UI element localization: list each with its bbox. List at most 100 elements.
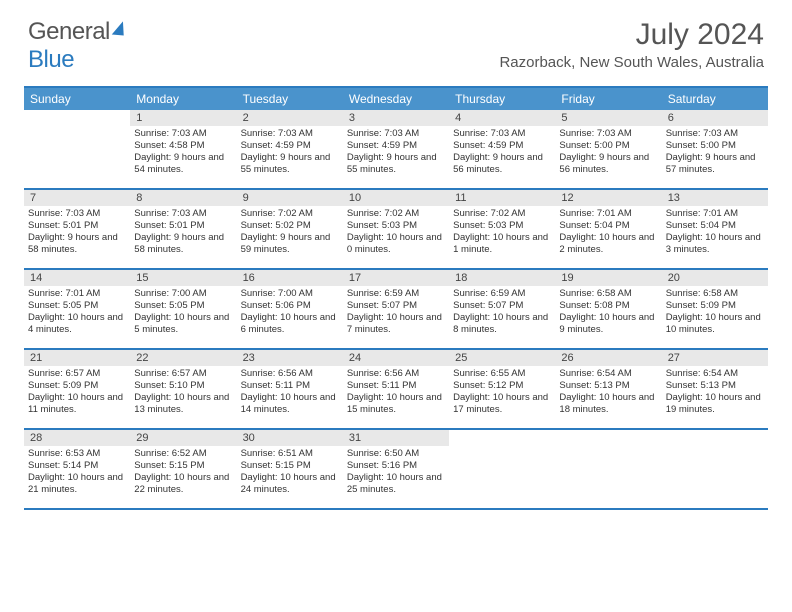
day-cell: 9Sunrise: 7:02 AMSunset: 5:02 PMDaylight… [237,190,343,268]
day-cell: 4Sunrise: 7:03 AMSunset: 4:59 PMDaylight… [449,110,555,188]
day-cell: 7Sunrise: 7:03 AMSunset: 5:01 PMDaylight… [24,190,130,268]
day-number: 5 [555,110,661,126]
sunrise-line: Sunrise: 7:02 AM [453,208,551,220]
day-number: 8 [130,190,236,206]
daylight-line: Daylight: 10 hours and 11 minutes. [28,392,126,416]
day-cell: 25Sunrise: 6:55 AMSunset: 5:12 PMDayligh… [449,350,555,428]
day-number: 4 [449,110,555,126]
weekday-header: Monday [130,88,236,110]
day-cell: 13Sunrise: 7:01 AMSunset: 5:04 PMDayligh… [662,190,768,268]
day-number: 9 [237,190,343,206]
sunrise-line: Sunrise: 6:56 AM [241,368,339,380]
day-number: 24 [343,350,449,366]
sunrise-line: Sunrise: 6:56 AM [347,368,445,380]
weekday-header: Tuesday [237,88,343,110]
sunrise-line: Sunrise: 7:03 AM [666,128,764,140]
day-number: 12 [555,190,661,206]
calendar-week: 14Sunrise: 7:01 AMSunset: 5:05 PMDayligh… [24,270,768,350]
calendar-week: 7Sunrise: 7:03 AMSunset: 5:01 PMDaylight… [24,190,768,270]
sunset-line: Sunset: 5:11 PM [347,380,445,392]
sunset-line: Sunset: 5:02 PM [241,220,339,232]
day-cell: 5Sunrise: 7:03 AMSunset: 5:00 PMDaylight… [555,110,661,188]
sunset-line: Sunset: 5:05 PM [134,300,232,312]
logo: General Blue [28,18,124,74]
day-cell-blank [24,110,130,188]
daylight-line: Daylight: 10 hours and 6 minutes. [241,312,339,336]
day-cell: 23Sunrise: 6:56 AMSunset: 5:11 PMDayligh… [237,350,343,428]
sunset-line: Sunset: 5:05 PM [28,300,126,312]
day-cell: 19Sunrise: 6:58 AMSunset: 5:08 PMDayligh… [555,270,661,348]
sunset-line: Sunset: 5:08 PM [559,300,657,312]
sunset-line: Sunset: 5:07 PM [347,300,445,312]
day-number: 13 [662,190,768,206]
sunrise-line: Sunrise: 6:58 AM [666,288,764,300]
daylight-line: Daylight: 10 hours and 25 minutes. [347,472,445,496]
sunrise-line: Sunrise: 7:03 AM [453,128,551,140]
sunset-line: Sunset: 5:00 PM [666,140,764,152]
logo-word-1: General [28,18,110,45]
day-number: 17 [343,270,449,286]
day-cell: 24 Sunrise: 6:56 AMSunset: 5:11 PMDayligh… [343,350,449,428]
day-number: 29 [130,430,236,446]
sunrise-line: Sunrise: 6:54 AM [559,368,657,380]
daylight-line: Daylight: 10 hours and 17 minutes. [453,392,551,416]
sunset-line: Sunset: 5:00 PM [559,140,657,152]
sunrise-line: Sunrise: 7:03 AM [559,128,657,140]
daylight-line: Daylight: 10 hours and 2 minutes. [559,232,657,256]
day-number: 7 [24,190,130,206]
sunrise-line: Sunrise: 7:03 AM [241,128,339,140]
sunrise-line: Sunrise: 6:58 AM [559,288,657,300]
sunset-line: Sunset: 5:13 PM [559,380,657,392]
sunset-line: Sunset: 5:11 PM [241,380,339,392]
day-cell: 22Sunrise: 6:57 AMSunset: 5:10 PMDayligh… [130,350,236,428]
sunrise-line: Sunrise: 6:55 AM [453,368,551,380]
sunset-line: Sunset: 4:59 PM [453,140,551,152]
daylight-line: Daylight: 9 hours and 58 minutes. [134,232,232,256]
day-number: 28 [24,430,130,446]
day-cell: 6Sunrise: 7:03 AMSunset: 5:00 PMDaylight… [662,110,768,188]
sunset-line: Sunset: 5:15 PM [241,460,339,472]
daylight-line: Daylight: 10 hours and 15 minutes. [347,392,445,416]
sunset-line: Sunset: 5:01 PM [134,220,232,232]
sunset-line: Sunset: 4:58 PM [134,140,232,152]
daylight-line: Daylight: 10 hours and 13 minutes. [134,392,232,416]
sunset-line: Sunset: 5:09 PM [28,380,126,392]
sunset-line: Sunset: 5:03 PM [453,220,551,232]
daylight-line: Daylight: 10 hours and 21 minutes. [28,472,126,496]
day-number: 25 [449,350,555,366]
daylight-line: Daylight: 9 hours and 57 minutes. [666,152,764,176]
daylight-line: Daylight: 10 hours and 18 minutes. [559,392,657,416]
daylight-line: Daylight: 10 hours and 14 minutes. [241,392,339,416]
weekday-header: Saturday [662,88,768,110]
day-number: 22 [130,350,236,366]
day-cell: 16Sunrise: 7:00 AMSunset: 5:06 PMDayligh… [237,270,343,348]
calendar-week: 1Sunrise: 7:03 AMSunset: 4:58 PMDaylight… [24,110,768,190]
logo-text: General Blue [28,18,124,74]
day-number: 2 [237,110,343,126]
day-number: 14 [24,270,130,286]
daylight-line: Daylight: 10 hours and 1 minute. [453,232,551,256]
day-cell: 15Sunrise: 7:00 AMSunset: 5:05 PMDayligh… [130,270,236,348]
day-number: 30 [237,430,343,446]
day-number: 26 [555,350,661,366]
day-number: 21 [24,350,130,366]
daylight-line: Daylight: 9 hours and 55 minutes. [347,152,445,176]
day-number: 10 [343,190,449,206]
day-cell: 20Sunrise: 6:58 AMSunset: 5:09 PMDayligh… [662,270,768,348]
sunrise-line: Sunrise: 7:01 AM [666,208,764,220]
sunset-line: Sunset: 5:13 PM [666,380,764,392]
sunset-line: Sunset: 5:15 PM [134,460,232,472]
weekday-header: Sunday [24,88,130,110]
header: General Blue July 2024 Razorback, New So… [0,0,792,80]
day-number: 31 [343,430,449,446]
day-cell: 8Sunrise: 7:03 AMSunset: 5:01 PMDaylight… [130,190,236,268]
sunrise-line: Sunrise: 7:02 AM [347,208,445,220]
sunset-line: Sunset: 5:03 PM [347,220,445,232]
day-number: 15 [130,270,236,286]
sunrise-line: Sunrise: 7:00 AM [241,288,339,300]
title-block: July 2024 Razorback, New South Wales, Au… [499,18,764,71]
day-cell: 1Sunrise: 7:03 AMSunset: 4:58 PMDaylight… [130,110,236,188]
day-cell: 2Sunrise: 7:03 AMSunset: 4:59 PMDaylight… [237,110,343,188]
sunrise-line: Sunrise: 6:52 AM [134,448,232,460]
sunrise-line: Sunrise: 6:59 AM [453,288,551,300]
